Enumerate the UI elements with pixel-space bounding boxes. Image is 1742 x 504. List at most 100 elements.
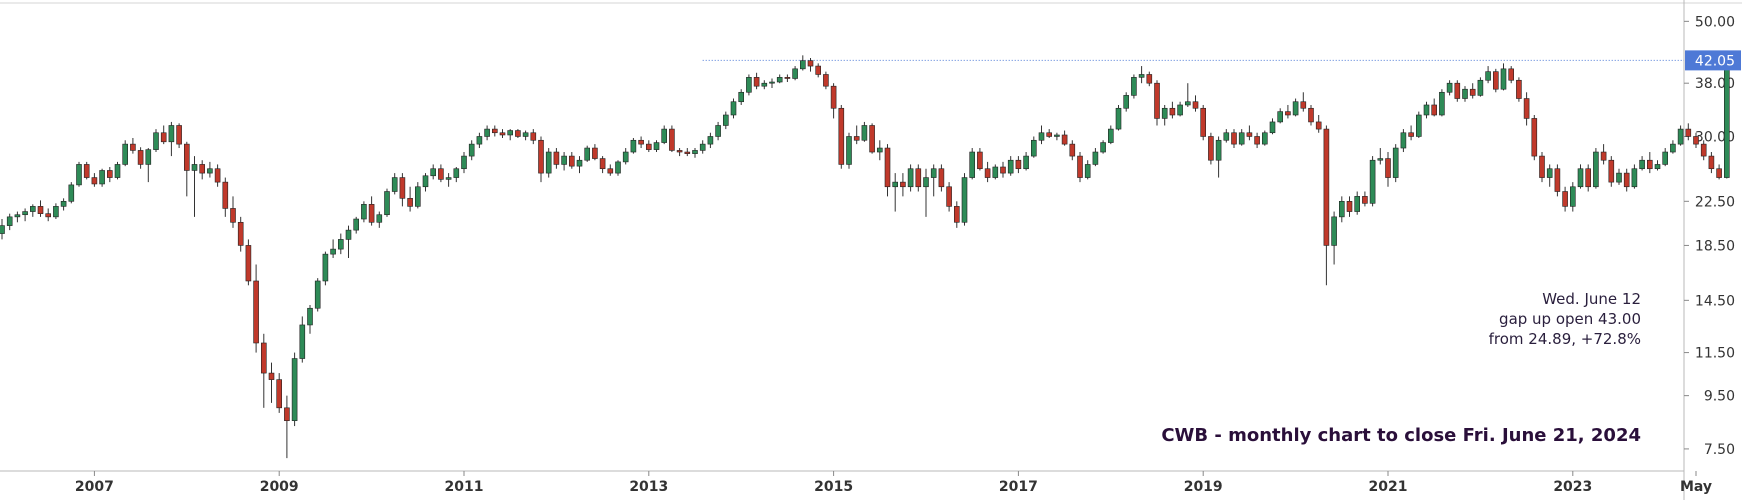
candle <box>669 125 675 153</box>
candle-body-up <box>1331 216 1337 246</box>
candle <box>284 395 290 459</box>
candle <box>630 137 637 154</box>
last-price-label: 42.05 <box>1695 53 1735 69</box>
candle-body-up <box>1339 201 1345 218</box>
candle-body-down <box>1493 71 1499 90</box>
candle-body-up <box>761 82 768 87</box>
candle-body-up <box>345 229 352 240</box>
candle <box>522 130 529 141</box>
candle <box>592 144 598 161</box>
event-annotation: Wed. June 12 gap up open 43.00 from 24.89,… <box>1489 290 1641 348</box>
candle <box>1061 130 1068 146</box>
candle <box>915 164 922 192</box>
candle <box>468 140 475 161</box>
candle-body-down <box>830 85 837 109</box>
candle <box>938 164 945 192</box>
x-tick-label: 2019 <box>1184 479 1223 495</box>
candle <box>969 148 976 180</box>
candle <box>1562 186 1568 212</box>
candle-body-up <box>1108 128 1114 143</box>
x-tick-label: May <box>1680 479 1712 495</box>
candle <box>792 66 798 81</box>
candle <box>1300 92 1307 112</box>
candle <box>799 55 806 71</box>
candle-body-down <box>753 77 760 87</box>
candle <box>399 173 406 207</box>
candle <box>1554 164 1561 197</box>
candle <box>1308 104 1314 126</box>
candle <box>484 125 490 141</box>
candle <box>1631 164 1638 189</box>
candle <box>561 152 567 171</box>
candle-body-down <box>499 132 506 136</box>
candle <box>68 182 75 204</box>
candle-body-down <box>268 372 275 380</box>
candle-body-down <box>407 198 413 207</box>
candle <box>946 182 952 212</box>
candle <box>1462 86 1468 102</box>
candle-body-up <box>1639 159 1645 170</box>
candle <box>884 144 891 197</box>
candle-body-down <box>884 147 891 188</box>
candle <box>876 140 883 161</box>
candle <box>1007 156 1014 176</box>
candle-body-down <box>83 164 90 178</box>
candle <box>1138 66 1145 84</box>
candle <box>1377 148 1384 165</box>
candle <box>838 104 845 169</box>
candle <box>984 161 991 183</box>
candle <box>1439 89 1445 117</box>
candle <box>1246 125 1253 141</box>
candle <box>1231 129 1237 149</box>
candle <box>391 173 398 195</box>
candle <box>414 182 421 209</box>
candle-body-up <box>730 101 737 116</box>
candle-body-up <box>861 125 868 141</box>
candle-body-up <box>692 150 698 154</box>
candle-body-up <box>1292 101 1299 116</box>
candle-body-up <box>414 186 421 207</box>
candle <box>1670 140 1676 154</box>
candle-body-up <box>114 164 121 178</box>
candle-body-down <box>515 130 521 137</box>
candle <box>22 208 28 222</box>
candle-body-up <box>22 211 28 216</box>
candle <box>1000 161 1006 178</box>
candle <box>830 83 837 119</box>
candle-body-down <box>1647 159 1653 170</box>
candle-body-up <box>99 170 105 185</box>
candle-body-down <box>1716 168 1722 178</box>
candle <box>1123 92 1129 112</box>
candle-body-up <box>384 191 390 216</box>
candle-body-down <box>838 107 845 165</box>
chart-caption: CWB - monthly chart to close Fri. June 2… <box>1161 425 1641 446</box>
candle-body-up <box>615 161 621 174</box>
candle-body-down <box>276 379 283 409</box>
candle-body-down <box>1346 201 1353 212</box>
candle-body-up <box>122 143 128 165</box>
candle <box>776 74 783 84</box>
candle <box>1092 148 1099 167</box>
candle <box>1531 114 1538 161</box>
candle-body-up <box>307 307 313 326</box>
candle-body-down <box>1693 136 1699 145</box>
candle-body-down <box>1169 107 1176 116</box>
candle-body-down <box>1508 68 1514 81</box>
candle-body-down <box>1315 121 1322 130</box>
candle <box>1662 148 1668 167</box>
candle-body-down <box>1069 143 1076 157</box>
y-tick-label: 22.50 <box>1695 194 1735 210</box>
candle <box>376 211 383 228</box>
candle <box>1185 83 1191 107</box>
candle <box>784 74 791 83</box>
candle <box>622 148 629 165</box>
candle <box>961 173 968 226</box>
candle <box>76 161 82 187</box>
candle <box>276 373 283 413</box>
candle <box>1192 95 1199 112</box>
candle <box>1023 152 1029 171</box>
candle <box>1700 140 1707 161</box>
candle-body-up <box>1023 155 1029 170</box>
x-axis: 2007 2009 2011 2013 2015 2017 2019 2021 2023 May <box>75 471 1712 495</box>
candle-body-down <box>984 168 991 178</box>
